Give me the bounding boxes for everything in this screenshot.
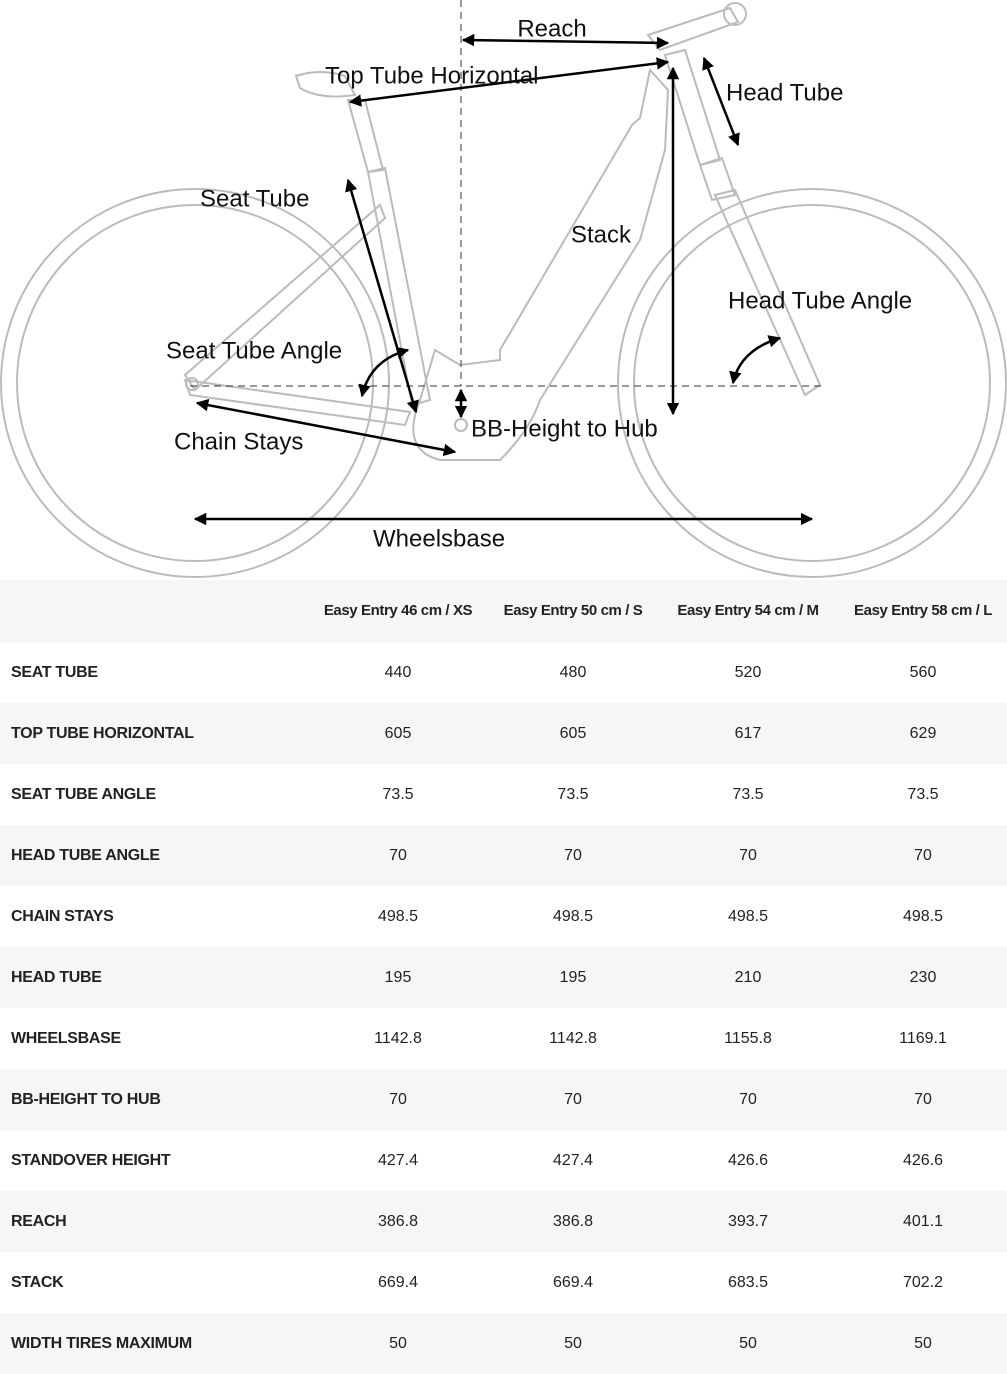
cell-value: 386.8 — [377, 1213, 419, 1230]
cell-value: 73.5 — [382, 786, 414, 803]
table-row: HEAD TUBE ANGLE 70 70 70 70 — [0, 825, 1007, 886]
cell-value: 70 — [389, 847, 407, 864]
cell-value: 683.5 — [727, 1274, 769, 1291]
diagram-label: Top Tube Horizontal — [325, 62, 538, 89]
table-row: HEAD TUBE 195 195 210 230 — [0, 947, 1007, 1008]
cell-value: 70 — [914, 1091, 932, 1108]
table-row: SEAT TUBE 440 480 520 560 — [0, 642, 1007, 703]
cell-value: 50 — [739, 1335, 757, 1352]
cell-value: 605 — [384, 725, 412, 742]
diagram-label: Seat Tube — [200, 185, 309, 212]
cell-value: 1155.8 — [724, 1030, 772, 1047]
table-row: CHAIN STAYS 498.5 498.5 498.5 498.5 — [0, 886, 1007, 947]
cell-value: 560 — [909, 664, 937, 681]
cell-value: 617 — [734, 725, 762, 742]
row-label: STANDOVER HEIGHT — [11, 1152, 171, 1169]
cell-value: 195 — [384, 969, 412, 986]
cell-value: 393.7 — [727, 1213, 769, 1230]
cell-value: 498.5 — [902, 908, 944, 925]
bike-outline — [0, 2, 1007, 578]
cell-value: 70 — [914, 847, 932, 864]
cell-value: 520 — [734, 664, 762, 681]
diagram-label: Seat Tube Angle — [166, 337, 342, 364]
cell-value: 498.5 — [552, 908, 594, 925]
cell-value: 73.5 — [557, 786, 589, 803]
table-row: STANDOVER HEIGHT 427.4 427.4 426.6 426.6 — [0, 1130, 1007, 1191]
table-row: WIDTH TIRES MAXIMUM 50 50 50 50 — [0, 1313, 1007, 1374]
cell-value: 50 — [389, 1335, 407, 1352]
header-row: Easy Entry 46 cm / XS Easy Entry 50 cm / … — [0, 580, 1007, 642]
cell-value: 195 — [559, 969, 587, 986]
row-label: HEAD TUBE — [11, 969, 102, 986]
cell-value: 386.8 — [552, 1213, 594, 1230]
cell-value: 480 — [559, 664, 587, 681]
cell-value: 498.5 — [377, 908, 419, 925]
column-header: Easy Entry 46 cm / XS — [323, 602, 473, 619]
row-label: WHEELSBASE — [11, 1030, 121, 1047]
diagram-label: Head Tube — [726, 79, 843, 106]
cell-value: 401.1 — [902, 1213, 944, 1230]
cell-value: 427.4 — [552, 1152, 594, 1169]
cell-value: 440 — [384, 664, 412, 681]
row-label: REACH — [11, 1213, 67, 1230]
cell-value: 73.5 — [907, 786, 939, 803]
cell-value: 70 — [739, 847, 757, 864]
cell-value: 50 — [564, 1335, 582, 1352]
table-row: SEAT TUBE ANGLE 73.5 73.5 73.5 73.5 — [0, 764, 1007, 825]
cell-value: 669.4 — [552, 1274, 594, 1291]
row-label: SEAT TUBE — [11, 664, 98, 681]
cell-value: 498.5 — [727, 908, 769, 925]
diagram-label: Stack — [571, 221, 632, 248]
cell-value: 230 — [909, 969, 937, 986]
table-row: WHEELSBASE 1142.8 1142.8 1155.8 1169.1 — [0, 1008, 1007, 1069]
diagram-label: Head Tube Angle — [728, 287, 912, 314]
table-row: STACK 669.4 669.4 683.5 702.2 — [0, 1252, 1007, 1313]
column-header: Easy Entry 58 cm / L — [854, 602, 992, 619]
row-label: STACK — [11, 1274, 64, 1291]
cell-value: 70 — [564, 1091, 582, 1108]
table-row: TOP TUBE HORIZONTAL 605 605 617 629 — [0, 703, 1007, 764]
measure-arrows — [193, 33, 814, 526]
cell-value: 73.5 — [732, 786, 764, 803]
cell-value: 1142.8 — [549, 1030, 597, 1047]
cell-value: 427.4 — [377, 1152, 419, 1169]
column-header: Easy Entry 50 cm / S — [503, 602, 643, 619]
cell-value: 70 — [389, 1091, 407, 1108]
bike-diagram: Reach Top Tube Horizontal Head Tube Seat… — [0, 0, 1007, 578]
column-header: Easy Entry 54 cm / M — [677, 602, 819, 619]
cell-value: 702.2 — [902, 1274, 944, 1291]
cell-value: 426.6 — [727, 1152, 769, 1169]
row-label: WIDTH TIRES MAXIMUM — [11, 1335, 192, 1352]
table-row: REACH 386.8 386.8 393.7 401.1 — [0, 1191, 1007, 1252]
row-label: CHAIN STAYS — [11, 908, 114, 925]
row-label: BB-HEIGHT TO HUB — [11, 1091, 161, 1108]
cell-value: 1142.8 — [374, 1030, 422, 1047]
cell-value: 70 — [739, 1091, 757, 1108]
row-label: TOP TUBE HORIZONTAL — [11, 725, 194, 742]
cell-value: 1169.1 — [899, 1030, 947, 1047]
row-label: SEAT TUBE ANGLE — [11, 786, 156, 803]
row-label: HEAD TUBE ANGLE — [11, 847, 160, 864]
cell-value: 210 — [734, 969, 762, 986]
cell-value: 629 — [909, 725, 937, 742]
cell-value: 50 — [914, 1335, 932, 1352]
table-row: BB-HEIGHT TO HUB 70 70 70 70 — [0, 1069, 1007, 1130]
diagram-label: BB-Height to Hub — [471, 415, 658, 442]
cell-value: 70 — [564, 847, 582, 864]
cell-value: 426.6 — [902, 1152, 944, 1169]
diagram-label: Chain Stays — [174, 428, 303, 455]
cell-value: 605 — [559, 725, 587, 742]
cell-value: 669.4 — [377, 1274, 419, 1291]
diagram-label: Wheelsbase — [373, 525, 505, 552]
diagram-label: Reach — [517, 15, 586, 42]
